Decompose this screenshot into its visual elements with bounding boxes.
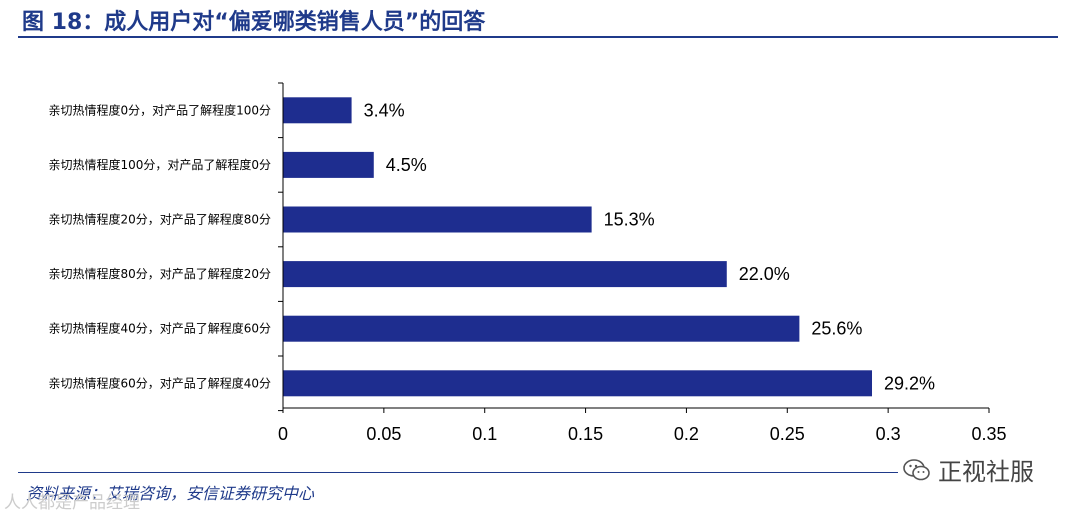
source-divider	[18, 472, 898, 473]
data-label: 15.3%	[604, 210, 655, 230]
bottom-watermark: 人人都是产品经理	[4, 493, 140, 513]
x-tick-label: 0.3	[876, 424, 901, 444]
data-label: 22.0%	[739, 264, 790, 284]
source-note: 资料来源：艾瑞咨询，安信证券研究中心	[26, 484, 315, 503]
data-labels: 3.4% 4.5% 15.3% 22.0% 25.6% 29.2%	[364, 100, 935, 393]
bars	[283, 97, 873, 397]
chart-title: 图 18：成人用户对“偏爱哪类销售人员”的回答	[22, 10, 486, 35]
category-label: 亲切热情程度80分，对产品了解程度20分	[48, 266, 271, 281]
category-label: 亲切热情程度0分，对产品了解程度100分	[48, 102, 271, 117]
data-label: 29.2%	[884, 373, 935, 393]
bar	[283, 151, 374, 178]
x-tick-label: 0.2	[674, 424, 699, 444]
watermark-text: 正视社服	[938, 458, 1034, 486]
x-tick-label: 0.1	[472, 424, 497, 444]
wechat-icon	[903, 458, 930, 480]
category-labels: 亲切热情程度0分，对产品了解程度100分亲切热情程度100分，对产品了解程度0分…	[48, 102, 271, 390]
watermark: 正视社服	[902, 452, 1034, 487]
bar	[283, 206, 592, 233]
x-axis: 0 0.05 0.1 0.15 0.2 0.25 0.3 0.35	[278, 82, 1007, 444]
bar-chart: 亲切热情程度0分，对产品了解程度100分亲切热情程度100分，对产品了解程度0分…	[48, 82, 1007, 444]
bar	[283, 315, 800, 342]
category-label: 亲切热情程度40分，对产品了解程度60分	[48, 321, 271, 336]
data-label: 4.5%	[386, 155, 427, 175]
category-label: 亲切热情程度100分，对产品了解程度0分	[48, 157, 271, 172]
bar	[283, 97, 352, 124]
x-tick-label: 0.35	[971, 424, 1006, 444]
title-divider	[18, 36, 1058, 38]
x-tick-label: 0.05	[366, 424, 401, 444]
data-label: 25.6%	[811, 319, 862, 339]
bar	[283, 261, 727, 288]
x-tick-label: 0.25	[770, 424, 805, 444]
x-tick-label: 0.15	[568, 424, 603, 444]
category-label: 亲切热情程度20分，对产品了解程度80分	[48, 212, 271, 227]
data-label: 3.4%	[364, 100, 405, 120]
x-tick-label: 0	[278, 424, 288, 444]
category-label: 亲切热情程度60分，对产品了解程度40分	[48, 375, 271, 390]
bar	[283, 370, 873, 397]
